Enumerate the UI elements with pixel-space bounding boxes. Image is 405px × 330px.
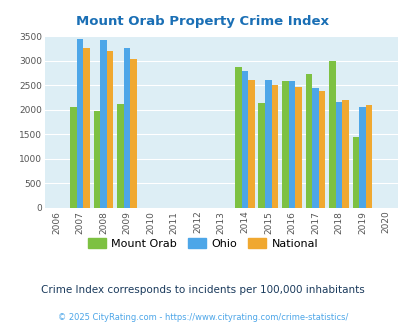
Bar <box>318 91 324 208</box>
Legend: Mount Orab, Ohio, National: Mount Orab, Ohio, National <box>83 234 322 253</box>
Bar <box>124 48 130 208</box>
Bar <box>328 61 335 208</box>
Bar <box>294 87 301 208</box>
Bar <box>335 102 341 208</box>
Bar <box>130 59 136 208</box>
Bar <box>305 74 311 208</box>
Bar <box>365 105 371 208</box>
Bar <box>107 51 113 208</box>
Text: © 2025 CityRating.com - https://www.cityrating.com/crime-statistics/: © 2025 CityRating.com - https://www.city… <box>58 313 347 322</box>
Text: Mount Orab Property Crime Index: Mount Orab Property Crime Index <box>76 15 329 28</box>
Bar <box>288 81 294 208</box>
Bar <box>94 111 100 208</box>
Bar <box>70 107 77 208</box>
Bar <box>100 40 107 208</box>
Bar <box>341 100 348 208</box>
Bar <box>241 71 247 208</box>
Bar <box>83 48 90 208</box>
Bar <box>234 67 241 208</box>
Bar <box>258 104 264 208</box>
Bar <box>281 82 288 208</box>
Text: Crime Index corresponds to incidents per 100,000 inhabitants: Crime Index corresponds to incidents per… <box>41 285 364 295</box>
Bar <box>311 88 318 208</box>
Bar <box>117 104 124 208</box>
Bar <box>352 137 358 208</box>
Bar <box>264 80 271 208</box>
Bar <box>77 39 83 208</box>
Bar <box>247 81 254 208</box>
Bar <box>271 85 277 208</box>
Bar <box>358 107 365 208</box>
